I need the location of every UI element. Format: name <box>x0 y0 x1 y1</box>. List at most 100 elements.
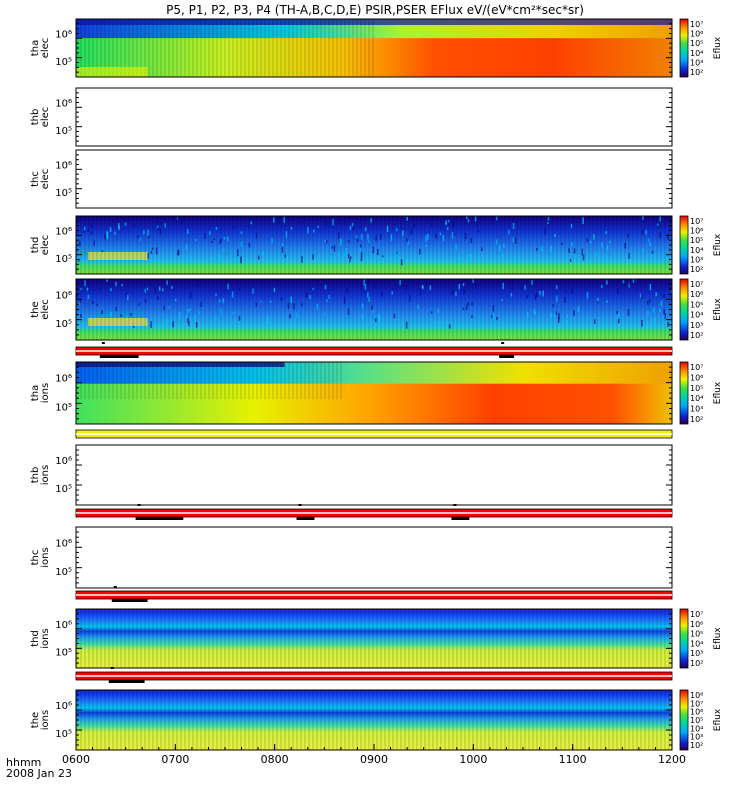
mode-bar <box>75 429 673 439</box>
x-axis: 0600 0700 0800 0900 1000 1100 1200 <box>62 744 686 766</box>
species-label: elec <box>40 169 51 190</box>
colorbar-tick: 10⁷ <box>690 699 703 708</box>
x-tick-label: 1200 <box>658 753 686 766</box>
y-ticks <box>76 23 672 73</box>
colorbar-scale <box>679 689 689 751</box>
chart-title: P5, P1, P2, P3, P4 (TH-A,B,C,D,E) PSIR,P… <box>166 3 584 17</box>
species-label: elec <box>40 299 51 320</box>
y-tick-label: 10⁵ <box>55 403 72 414</box>
y-ticks <box>76 283 672 336</box>
x-tick-label: 0800 <box>261 753 289 766</box>
colorbar-tick: 10⁷ <box>690 20 703 29</box>
y-tick-label: 10⁵ <box>55 567 72 578</box>
y-tick-label: 10⁶ <box>55 99 72 110</box>
panel-frame <box>75 444 673 506</box>
species-label: ions <box>40 465 51 485</box>
y-tick-label: 10⁶ <box>55 30 72 41</box>
y-tick-label: 10⁵ <box>55 647 72 658</box>
colorbar-tick: 10⁵ <box>690 300 703 309</box>
colorbar-tick: 10² <box>690 68 703 77</box>
x-tick-label: 1000 <box>459 753 487 766</box>
mode-bar-segment <box>499 355 515 358</box>
colorbar-tick: 10⁵ <box>690 716 703 725</box>
species-label: ions <box>40 547 51 567</box>
y-ticks <box>76 220 672 270</box>
y-tick-label: 10⁵ <box>55 57 72 68</box>
x-tick-label: 0700 <box>161 753 189 766</box>
y-ticks <box>76 154 672 204</box>
mode-bar-marker <box>137 504 141 506</box>
colorbar-scale <box>679 361 689 425</box>
colorbar-tick: 10⁵ <box>690 630 703 639</box>
mode-bar <box>75 342 673 358</box>
mode-bar-segment <box>108 680 145 683</box>
probe-label: tha <box>30 40 41 56</box>
y-tick-label: 10⁵ <box>55 319 72 330</box>
spectrogram-texture <box>76 279 672 340</box>
y-tick-label: 10⁵ <box>55 729 72 740</box>
colorbar-tick: 10⁴ <box>690 724 703 733</box>
panel-frame <box>75 149 673 209</box>
mode-bar-marker <box>113 586 117 588</box>
colorbar-tick: 10³ <box>690 405 703 414</box>
mode-bar-segment <box>99 355 139 358</box>
probe-label: thd <box>30 630 41 647</box>
date-label: 2008 Jan 23 <box>6 767 72 780</box>
y-tick-label: 10⁶ <box>55 701 72 712</box>
colorbar-tick: 10⁷ <box>690 610 703 619</box>
spectrogram-texture <box>76 690 672 750</box>
spectrogram-low-energy <box>76 67 148 77</box>
colorbar-tick: 10⁵ <box>690 39 703 48</box>
mode-bar-marker <box>110 667 114 669</box>
y-tick-label: 10⁶ <box>55 538 72 549</box>
x-tick-label: 0600 <box>62 753 90 766</box>
spectrogram-texture <box>76 216 672 274</box>
mode-bar <box>75 504 673 520</box>
panel-thc-elec: 10⁶ 10⁵ thc elec <box>30 149 673 209</box>
mode-bar-segment <box>111 599 148 602</box>
y-ticks <box>76 366 672 420</box>
y-ticks <box>76 694 672 746</box>
colorbar-tick: 10⁶ <box>690 227 703 236</box>
colorbar-tick: 10² <box>690 741 703 750</box>
colorbar-tick: 10⁶ <box>690 708 703 717</box>
colorbar-tick: 10⁶ <box>690 620 703 629</box>
colorbar-tick: 10³ <box>690 649 703 658</box>
y-tick-label: 10⁵ <box>55 126 72 137</box>
mode-bar <box>75 586 673 602</box>
mode-bar-marker <box>501 342 505 344</box>
colorbar-tick: 10⁷ <box>690 363 703 372</box>
mode-bar-segment <box>296 517 315 520</box>
spectrogram-texture <box>76 609 672 668</box>
colorbar-tick: 10⁶ <box>690 30 703 39</box>
y-tick-label: 10⁵ <box>55 484 72 495</box>
probe-label: thc <box>30 550 41 566</box>
y-tick-label: 10⁶ <box>55 227 72 238</box>
colorbar-label: Eflux <box>713 233 723 256</box>
y-tick-label: 10⁶ <box>55 620 72 631</box>
x-tick-label: 1100 <box>559 753 587 766</box>
mode-bars <box>75 342 673 683</box>
colorbar-tick: 10² <box>690 415 703 424</box>
colorbar-tick: 10⁴ <box>690 639 703 648</box>
species-label: elec <box>40 235 51 256</box>
colorbar-tick: 10⁶ <box>690 290 703 299</box>
species-label: ions <box>40 383 51 403</box>
probe-label: the <box>30 712 41 728</box>
y-ticks <box>76 449 672 501</box>
colorbar-label: Eflux <box>713 708 723 731</box>
colorbar-tick: 10⁷ <box>690 217 703 226</box>
colorbar-scale <box>679 215 689 275</box>
colorbar-tick: 10⁴ <box>690 311 703 320</box>
species-label: ions <box>40 628 51 648</box>
mode-bar-marker <box>298 504 302 506</box>
panel-thc-ions: 10⁶ 10⁵ thc ions <box>30 526 673 589</box>
